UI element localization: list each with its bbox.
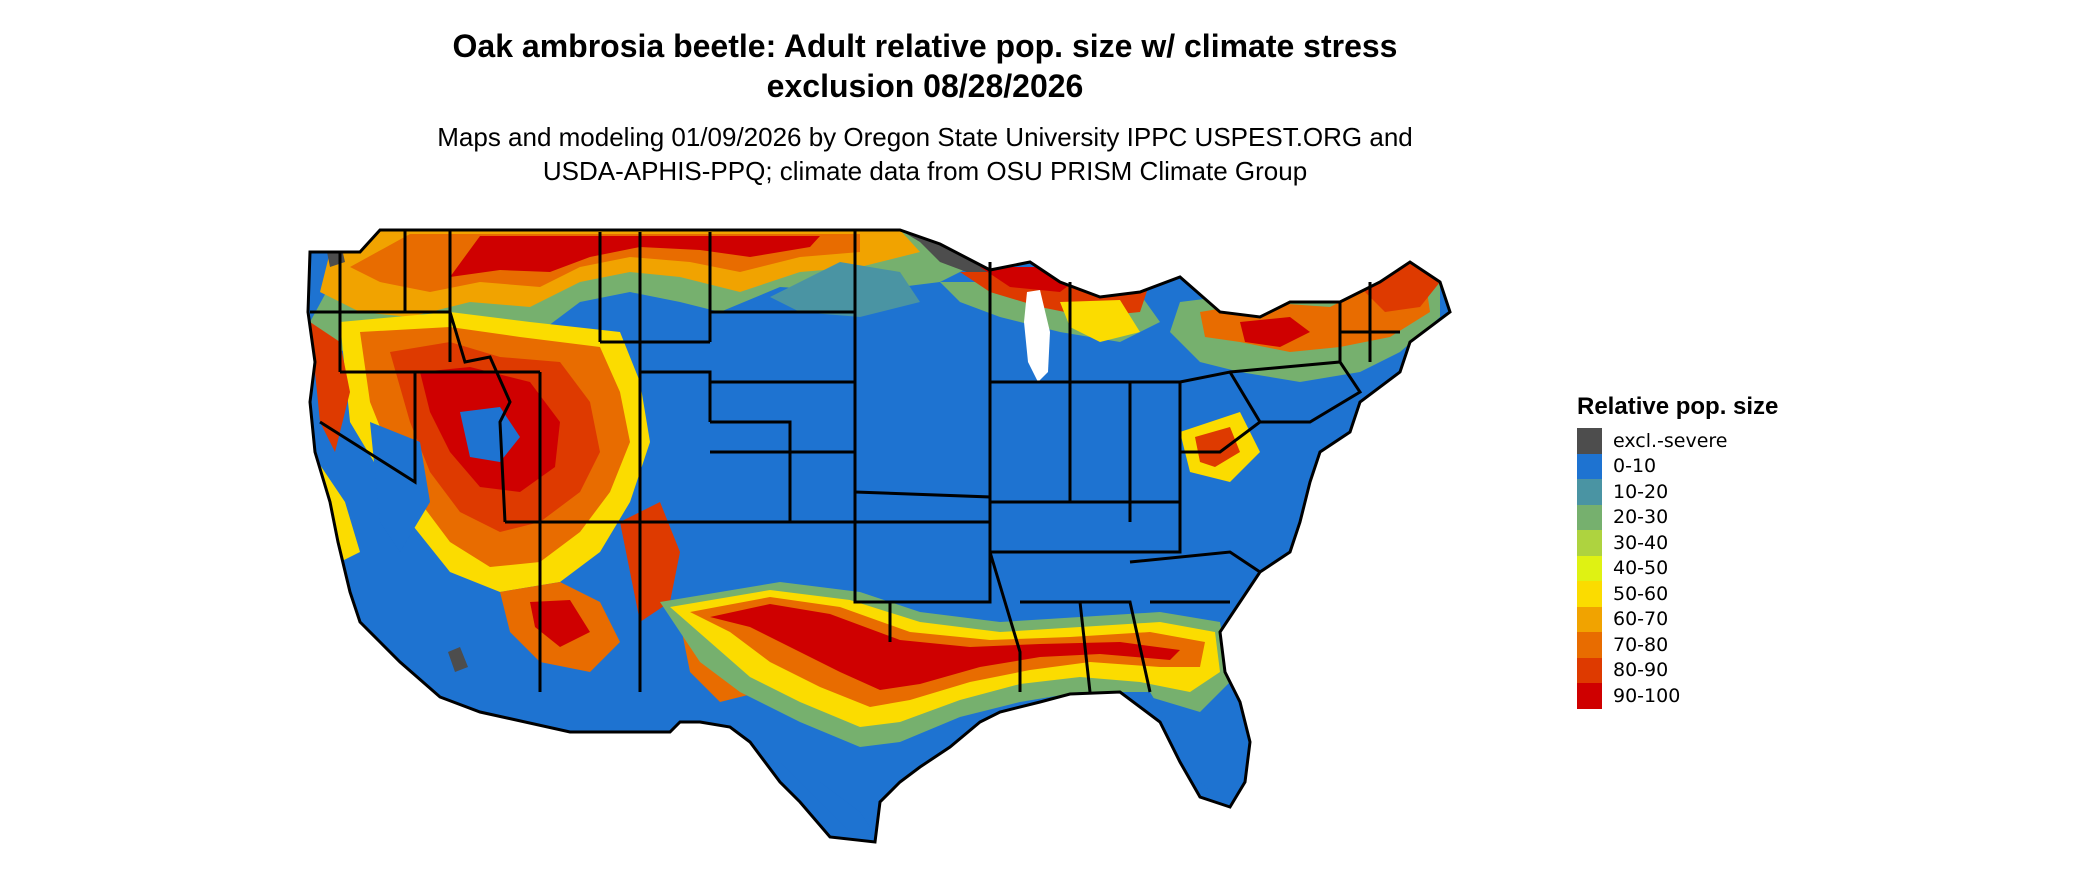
legend-swatch	[1577, 632, 1602, 658]
legend-label: 50-60	[1613, 582, 1669, 605]
legend-item: 50-60	[1577, 581, 1837, 607]
legend-item: 70-80	[1577, 632, 1837, 658]
legend-item: 10-20	[1577, 479, 1837, 505]
legend-label: 40-50	[1613, 557, 1669, 580]
legend-item: 20-30	[1577, 504, 1837, 530]
legend-item: 40-50	[1577, 555, 1837, 581]
legend-label: 30-40	[1613, 531, 1669, 554]
title-line-2: exclusion 08/28/2026	[766, 68, 1084, 104]
us-map	[300, 222, 1540, 892]
legend-title: Relative pop. size	[1577, 393, 1779, 420]
legend-items: excl.-severe 0-10 10-20 20-30 30-40 40-50 50-6…	[1577, 428, 1837, 709]
legend-label: 60-70	[1613, 608, 1669, 631]
legend: Relative pop. size excl.-severe 0-10 10-20…	[1577, 392, 1837, 709]
population-raster	[308, 230, 1450, 842]
legend-item: excl.-severe	[1577, 428, 1837, 454]
us-map-svg	[306, 228, 1452, 844]
legend-swatch	[1577, 428, 1602, 454]
legend-swatch	[1577, 453, 1602, 479]
legend-swatch	[1577, 479, 1602, 505]
legend-swatch	[1577, 606, 1602, 632]
map-subtitle: Maps and modeling 01/09/2026 by Oregon S…	[0, 120, 1850, 188]
legend-item: 30-40	[1577, 530, 1837, 556]
legend-swatch	[1577, 530, 1602, 556]
legend-swatch	[1577, 555, 1602, 581]
legend-label: 20-30	[1613, 506, 1669, 529]
state-boundaries	[306, 228, 1452, 844]
legend-swatch	[1577, 683, 1602, 709]
legend-item: 80-90	[1577, 657, 1837, 683]
legend-swatch	[1577, 504, 1602, 530]
legend-label: 70-80	[1613, 633, 1669, 656]
legend-item: 60-70	[1577, 606, 1837, 632]
legend-label: 10-20	[1613, 480, 1669, 503]
legend-item: 90-100	[1577, 683, 1837, 709]
legend-label: 90-100	[1613, 684, 1681, 707]
legend-swatch	[1577, 657, 1602, 683]
subtitle-line-2: USDA-APHIS-PPQ; climate data from OSU PR…	[542, 156, 1308, 186]
map-title: Oak ambrosia beetle: Adult relative pop.…	[0, 26, 1850, 106]
title-line-1: Oak ambrosia beetle: Adult relative pop.…	[452, 28, 1398, 64]
legend-label: excl.-severe	[1613, 429, 1728, 452]
legend-label: 0-10	[1613, 455, 1657, 478]
legend-swatch	[1577, 581, 1602, 607]
subtitle-line-1: Maps and modeling 01/09/2026 by Oregon S…	[437, 122, 1413, 152]
legend-item: 0-10	[1577, 453, 1837, 479]
legend-label: 80-90	[1613, 659, 1669, 682]
